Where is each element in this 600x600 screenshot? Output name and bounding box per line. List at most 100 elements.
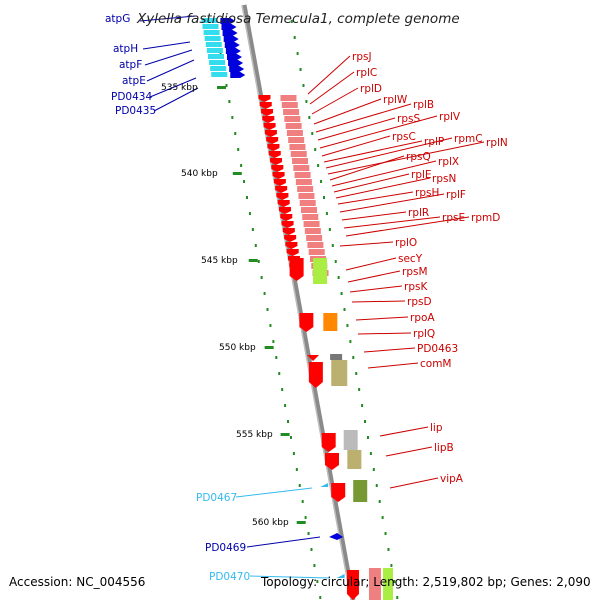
ribosomal-gene-arrow [270, 158, 283, 165]
gene-label-PD0470[interactable]: PD0470 [209, 571, 250, 583]
gene-label-atpF[interactable]: atpF [119, 59, 142, 71]
tick-minor-left [301, 500, 304, 503]
gene-label-PD0434[interactable]: PD0434 [111, 91, 152, 103]
leader-atpH [142, 41, 191, 50]
PD0463-gene-arrow [307, 355, 320, 361]
tick-minor-right [372, 468, 375, 471]
tick-minor-right [290, 20, 293, 23]
genome-summary-text: Topology: circular; Length: 2,519,802 bp… [260, 575, 591, 589]
PD0463-block [330, 354, 343, 360]
tick-minor-left [310, 548, 313, 551]
tick-minor-right [325, 212, 328, 215]
gene-label-rpsJ[interactable]: rpsJ [352, 51, 372, 63]
ribosomal-block [304, 228, 321, 234]
tick-minor-right [311, 132, 314, 135]
gene-label-rpsC[interactable]: rpsC [392, 131, 416, 143]
tick-minor-right [393, 580, 396, 583]
gene-label-lip[interactable]: lip [430, 422, 443, 434]
gene-label-comM[interactable]: comM [420, 358, 452, 370]
gene-label-rpsQ[interactable]: rpsQ [406, 151, 431, 163]
leader-rplV [319, 115, 438, 149]
gene-label-secY[interactable]: secY [398, 253, 423, 265]
accession-text: Accession: NC_004556 [9, 575, 145, 589]
vipA-block [353, 480, 368, 502]
ribosomal-block [293, 165, 310, 171]
ribosomal-gene-arrow [284, 235, 297, 242]
atp-block [201, 18, 218, 23]
vipA-gene-arrow [331, 483, 346, 502]
gene-label-rplC[interactable]: rplC [356, 67, 377, 79]
genome-title: Xylella fastidiosa Temecula1, complete g… [136, 11, 460, 27]
gene-label-rpmD[interactable]: rpmD [471, 212, 500, 224]
tick-minor-right [346, 324, 349, 327]
tick-minor-left [304, 516, 307, 519]
ribosomal-gene-arrow [282, 228, 295, 235]
tick-minor-left [307, 532, 310, 535]
atp-gene-arrow [222, 30, 238, 36]
ribosomal-gene-arrow [258, 95, 271, 102]
gene-label-lipB[interactable]: lipB [434, 442, 454, 454]
gene-label-rplP[interactable]: rplP [424, 136, 444, 148]
leader-vipA [389, 477, 439, 489]
gene-label-rpsH[interactable]: rpsH [415, 187, 439, 199]
gene-label-vipA[interactable]: vipA [440, 473, 464, 485]
leader-rplQ [357, 332, 412, 335]
gene-label-rplQ[interactable]: rplQ [413, 328, 435, 340]
gene-label-rpsN[interactable]: rpsN [432, 173, 456, 185]
tick-minor-right [322, 196, 325, 199]
gene-label-rpsD[interactable]: rpsD [407, 296, 432, 308]
leader-lipB [385, 446, 433, 457]
ribosomal-gene-arrow [276, 193, 289, 200]
gene-label-atpE[interactable]: atpE [122, 75, 146, 87]
PD0469-gene-arrow [329, 533, 344, 540]
tick-minor-right [396, 596, 399, 599]
ribosomal-gene-arrow [273, 179, 286, 186]
gene-label-PD0435[interactable]: PD0435 [115, 105, 156, 117]
gene-label-rplF[interactable]: rplF [446, 189, 466, 201]
ribosomal-gene-arrow [271, 165, 284, 172]
gene-label-rplV[interactable]: rplV [439, 111, 461, 123]
leader-comM [367, 362, 419, 369]
leader-rpmD [345, 216, 470, 237]
gene-label-atpH[interactable]: atpH [113, 43, 138, 55]
atp-block [205, 42, 222, 47]
gene-label-rpsK[interactable]: rpsK [404, 281, 428, 293]
gene-label-PD0469[interactable]: PD0469 [205, 542, 246, 554]
ribosomal-block [298, 193, 315, 199]
gene-label-rplX[interactable]: rplX [438, 156, 459, 168]
leader-rpsQ [329, 155, 405, 181]
ribosomal-block [288, 137, 305, 143]
gene-label-rpmC[interactable]: rpmC [454, 133, 483, 145]
ribosomal-gene-arrow [280, 214, 293, 221]
comM-block [331, 360, 348, 386]
genome-backbone [241, 4, 356, 600]
gene-label-rpoA[interactable]: rpoA [410, 312, 435, 324]
ribosomal-block [307, 242, 324, 248]
gene-label-rplE[interactable]: rplE [411, 169, 432, 181]
ribosomal-block [306, 235, 323, 241]
gene-label-rplN[interactable]: rplN [486, 137, 508, 149]
gene-label-rpsE[interactable]: rpsE [442, 212, 465, 224]
gene-label-rplO[interactable]: rplO [395, 237, 417, 249]
tick-minor-left [275, 356, 278, 359]
gene-label-rplD[interactable]: rplD [360, 83, 382, 95]
scale-label-540: 540 kbp [181, 169, 218, 179]
gene-label-PD0463[interactable]: PD0463 [417, 343, 458, 355]
gene-label-rplR[interactable]: rplR [408, 207, 429, 219]
gene-label-PD0467[interactable]: PD0467 [196, 492, 237, 504]
ribosomal-block [299, 200, 316, 206]
PD0470-gene-arrow [336, 574, 345, 578]
scale-label-545: 545 kbp [201, 256, 238, 266]
gene-label-atpG[interactable]: atpG [105, 13, 130, 25]
tick-minor-right [381, 516, 384, 519]
tick-minor-left [287, 420, 290, 423]
ribosomal-block [292, 158, 309, 164]
leader-rpsS [317, 117, 396, 141]
gene-label-rpsM[interactable]: rpsM [402, 266, 428, 278]
gene-label-rplB[interactable]: rplB [413, 99, 434, 111]
ribosomal-gene-arrow [261, 109, 274, 116]
tick-minor-right [384, 532, 387, 535]
gene-label-rpsS[interactable]: rpsS [397, 113, 420, 125]
gene-label-rplW[interactable]: rplW [383, 94, 408, 106]
ribosomal-block [303, 221, 320, 227]
